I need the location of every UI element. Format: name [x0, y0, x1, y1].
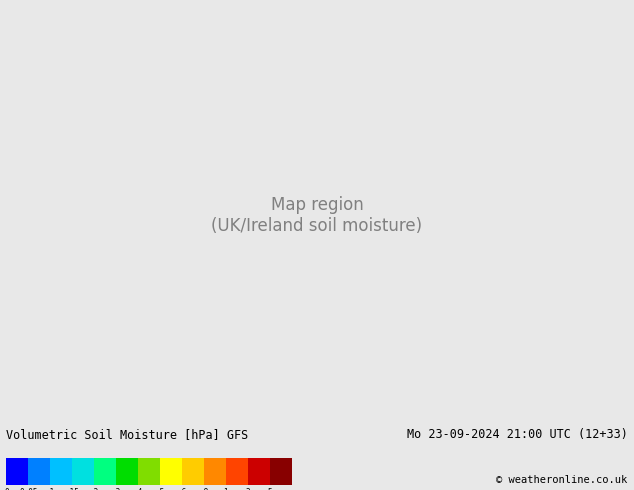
Text: .8: .8 — [199, 488, 209, 490]
Text: .6: .6 — [178, 488, 186, 490]
Text: 0: 0 — [4, 488, 9, 490]
Text: .5: .5 — [155, 488, 165, 490]
Text: .4: .4 — [133, 488, 143, 490]
Text: 1: 1 — [224, 488, 228, 490]
Text: 5: 5 — [268, 488, 272, 490]
Text: .15: .15 — [65, 488, 79, 490]
Text: 0.05: 0.05 — [19, 488, 37, 490]
Text: Volumetric Soil Moisture [hPa] GFS: Volumetric Soil Moisture [hPa] GFS — [6, 428, 249, 441]
Text: .3: .3 — [112, 488, 120, 490]
Text: .2: .2 — [89, 488, 99, 490]
Text: Mo 23-09-2024 21:00 UTC (12+33): Mo 23-09-2024 21:00 UTC (12+33) — [407, 428, 628, 441]
Text: © weatheronline.co.uk: © weatheronline.co.uk — [496, 475, 628, 485]
Text: Map region
(UK/Ireland soil moisture): Map region (UK/Ireland soil moisture) — [211, 196, 423, 235]
Text: .1: .1 — [46, 488, 55, 490]
Text: 3: 3 — [245, 488, 250, 490]
